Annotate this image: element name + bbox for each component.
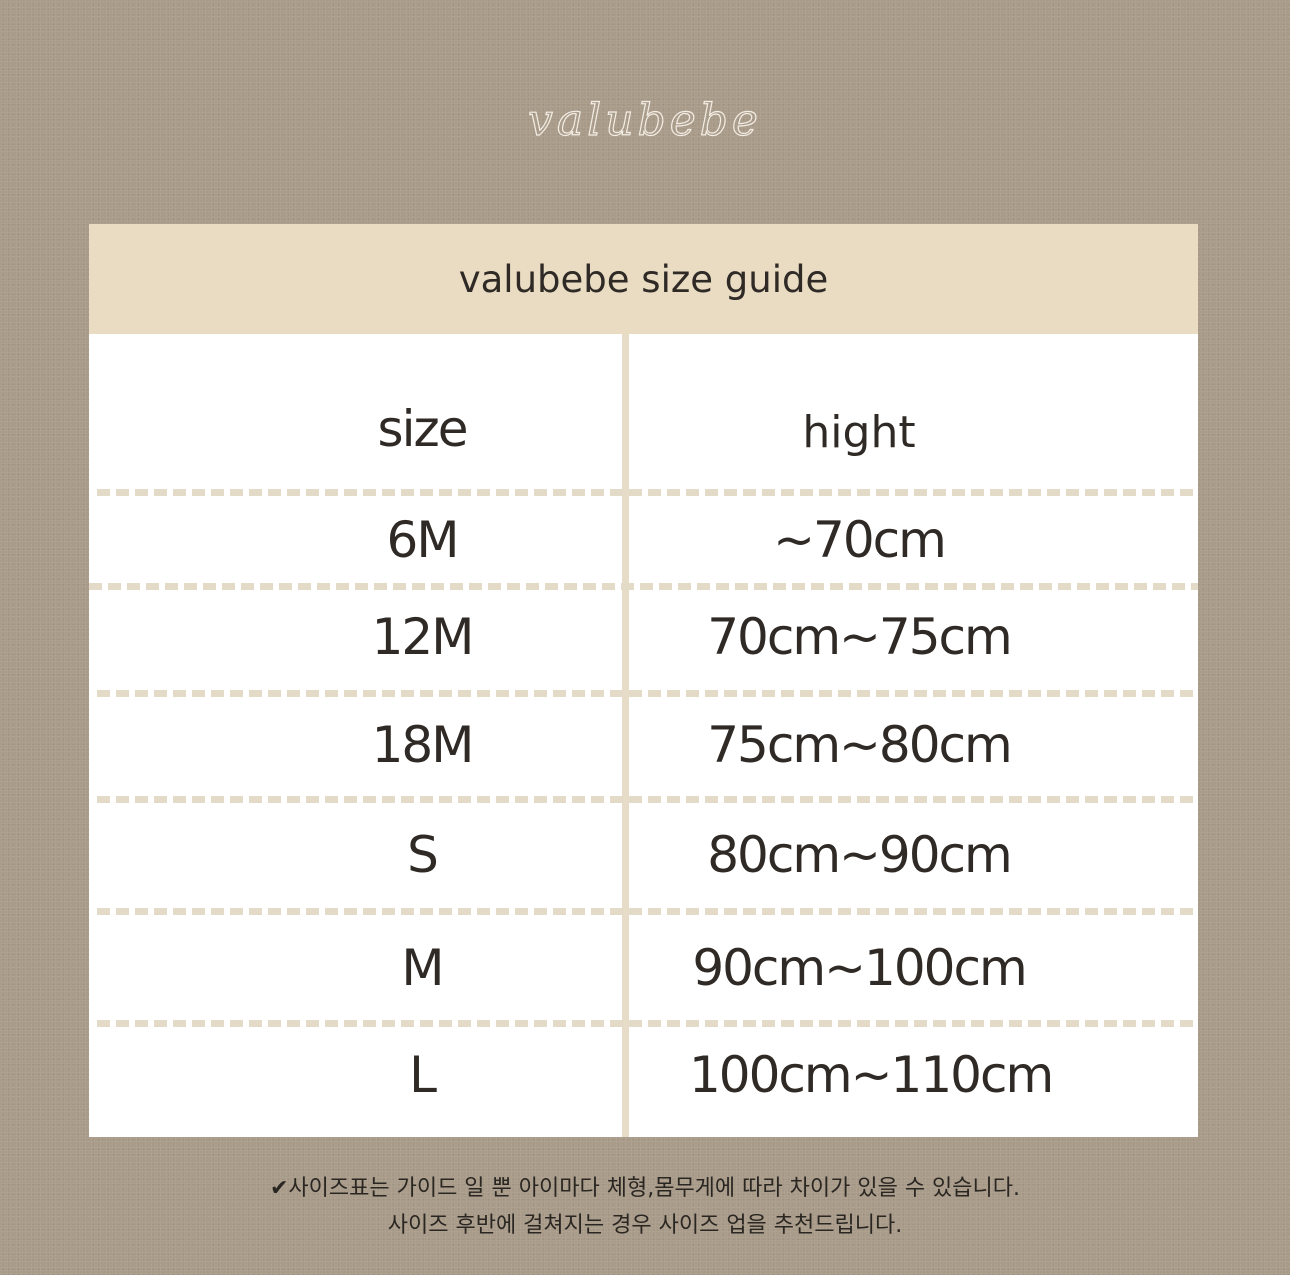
table-title: valubebe size guide <box>89 224 1198 334</box>
height-cell: 70cm~75cm <box>707 608 1013 666</box>
height-cell: 90cm~100cm <box>692 939 1027 997</box>
table-row: 6M ~70cm <box>89 510 1198 570</box>
size-cell: S <box>407 826 439 884</box>
size-guide-table: valubebe size guide size hight 6M ~70cm … <box>89 224 1198 1137</box>
height-cell: 100cm~110cm <box>689 1046 1054 1104</box>
brand-logo: valubebe <box>527 94 762 146</box>
height-cell: 80cm~90cm <box>707 826 1013 884</box>
size-cell: L <box>409 1046 437 1104</box>
row-divider <box>97 690 1198 697</box>
table-row: L 100cm~110cm <box>89 1045 1198 1105</box>
row-divider <box>89 583 1198 590</box>
column-header-size: size <box>377 400 469 458</box>
row-divider <box>97 1020 1198 1027</box>
table-row: S 80cm~90cm <box>89 825 1198 885</box>
column-divider <box>622 334 629 1137</box>
height-cell: ~70cm <box>773 511 947 569</box>
size-cell: 12M <box>371 608 475 666</box>
size-cell: 18M <box>371 716 475 774</box>
table-row: 12M 70cm~75cm <box>89 607 1198 667</box>
table-row: M 90cm~100cm <box>89 938 1198 998</box>
row-divider <box>97 908 1198 915</box>
size-cell: 6M <box>386 511 460 569</box>
table-row: 18M 75cm~80cm <box>89 715 1198 775</box>
size-note: ✔사이즈표는 가이드 일 뿐 아이마다 체형,몸무게에 따라 차이가 있을 수 … <box>269 1176 1021 1201</box>
row-divider <box>97 489 1198 496</box>
size-up-note: 사이즈 후반에 걸쳐지는 경우 사이즈 업을 추천드립니다. <box>387 1213 903 1238</box>
header-row: size hight <box>89 399 1198 459</box>
size-cell: M <box>401 939 444 997</box>
height-cell: 75cm~80cm <box>707 716 1013 774</box>
column-header-height: hight <box>802 407 916 458</box>
row-divider <box>97 796 1198 803</box>
